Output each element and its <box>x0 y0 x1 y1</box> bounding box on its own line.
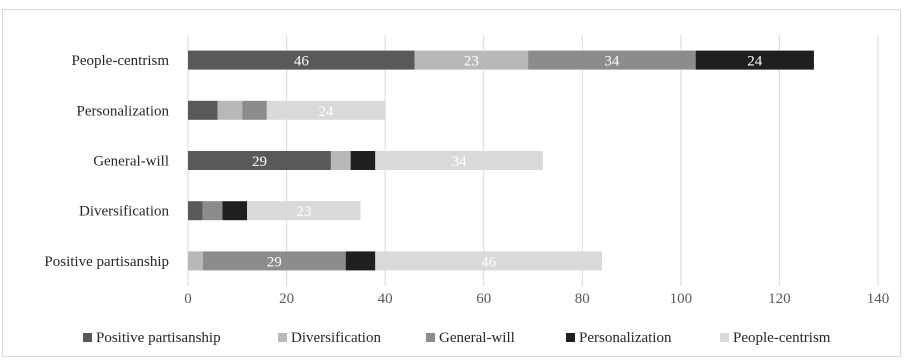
x-tick-label: 120 <box>768 291 791 307</box>
legend-label: People-centrism <box>733 330 831 346</box>
x-tick-label: 0 <box>184 291 192 307</box>
bar-segment <box>188 50 415 70</box>
legend-swatch <box>720 333 729 342</box>
x-tick-label: 140 <box>867 291 890 307</box>
data-label: 23 <box>296 204 311 220</box>
category-labels: People-centrism Personalization General-wi… <box>44 53 169 270</box>
legend-swatch <box>83 333 92 342</box>
bar-segment <box>375 151 543 170</box>
category-label: General-will <box>93 154 169 170</box>
bar-segment <box>188 100 218 120</box>
legend-swatch <box>278 333 287 342</box>
x-tick-label: 80 <box>575 291 590 307</box>
bar-segment <box>528 50 696 70</box>
x-axis-ticks: 0 20 40 60 80 100 120 140 <box>184 291 889 307</box>
bar-segment <box>217 100 243 120</box>
data-label: 29 <box>267 254 282 270</box>
data-label: 46 <box>481 254 497 270</box>
bar-segment <box>266 100 386 120</box>
bar-segment <box>375 251 602 271</box>
data-label: 24 <box>319 104 335 120</box>
data-label: 29 <box>252 154 267 170</box>
x-tick-label: 40 <box>378 291 393 307</box>
x-tick-label: 20 <box>279 291 294 307</box>
data-label: 23 <box>464 54 479 70</box>
stacked-bar-chart: 46 23 34 24 24 29 34 23 29 46 People-centrism Pers… <box>44 35 889 346</box>
data-label: 34 <box>452 154 468 170</box>
bar-segment <box>202 201 223 221</box>
bar-segment <box>350 151 376 170</box>
bar-segment <box>188 151 331 170</box>
category-label: Positive partisanship <box>44 254 169 270</box>
legend-swatch <box>566 333 575 342</box>
bars: 46 23 34 24 24 29 34 23 29 46 <box>188 50 814 271</box>
bar-segment <box>242 100 267 120</box>
legend-swatch <box>426 333 435 342</box>
data-label: 24 <box>747 54 763 70</box>
legend-label: Diversification <box>291 330 381 346</box>
bar-segment <box>695 50 814 70</box>
data-label: 34 <box>604 54 620 70</box>
bar-segment <box>247 201 361 221</box>
category-label: Personalization <box>77 103 170 119</box>
bar-segment <box>202 251 346 271</box>
bar-segment <box>222 201 248 221</box>
bar-segment <box>188 251 203 271</box>
bar-segment <box>188 201 203 221</box>
legend-label: Positive partisanship <box>96 330 221 346</box>
legend-label: Personalization <box>579 330 672 346</box>
bar-segment <box>345 251 376 271</box>
category-label: People-centrism <box>72 53 170 69</box>
x-tick-label: 60 <box>476 291 491 307</box>
legend-label: General-will <box>439 330 515 346</box>
bar-segment <box>330 151 351 170</box>
category-label: Diversification <box>79 204 169 220</box>
bar-segment <box>414 50 529 70</box>
legend: Positive partisanship Diversification Gene… <box>83 330 831 346</box>
x-tick-label: 100 <box>670 291 693 307</box>
data-label: 46 <box>294 54 310 70</box>
chart-frame: 46 23 34 24 24 29 34 23 29 46 People-centrism Pers… <box>2 9 901 357</box>
